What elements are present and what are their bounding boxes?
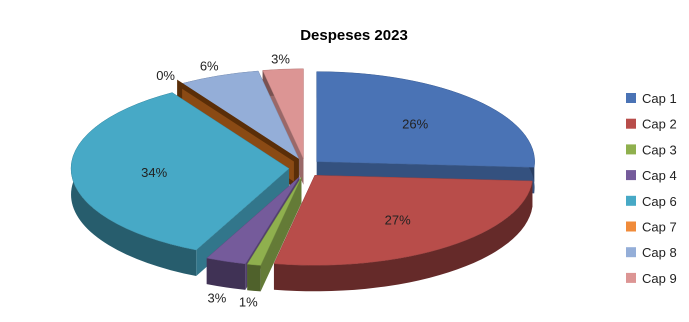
legend-label: Cap 2 — [642, 117, 677, 132]
pie-slice-cap-1 — [316, 71, 535, 194]
legend-label: Cap 8 — [642, 245, 677, 260]
pie-slice-top — [273, 175, 533, 266]
legend-swatch — [626, 93, 636, 103]
data-label-cap-6: 34% — [141, 165, 167, 180]
pie-slice-top — [70, 92, 290, 251]
pie-slice-edge — [206, 258, 246, 290]
pie-slice-top — [262, 68, 304, 159]
data-label-cap-2: 27% — [385, 212, 411, 227]
legend-swatch — [626, 247, 636, 258]
data-label-cap-1: 26% — [402, 116, 428, 131]
legend-label: Cap 7 — [642, 220, 677, 235]
legend-item: Cap 6 — [626, 194, 677, 209]
legend-label: Cap 3 — [642, 142, 677, 157]
pie-slice-top — [316, 71, 535, 168]
legend-label: Cap 4 — [642, 168, 677, 183]
legend: Cap 1 Cap 2 Cap 3 Cap 4 Cap 6 Cap 7 Cap 8 Cap 9 — [626, 91, 677, 286]
legend-item: Cap 4 — [626, 168, 677, 183]
legend-item: Cap 9 — [626, 271, 677, 286]
legend-item: Cap 8 — [626, 245, 677, 260]
pie-layer: 26% 27% 1% 3% 34% 0% 6% 3% — [70, 51, 535, 309]
legend-swatch — [626, 144, 636, 155]
legend-item: Cap 1 — [626, 91, 677, 106]
pie-slice-cap-3 — [246, 176, 302, 292]
data-label-cap-3: 1% — [239, 294, 258, 309]
legend-swatch — [626, 221, 636, 232]
chart-title: Despeses 2023 — [300, 27, 408, 44]
pie-slice-cap-2 — [273, 175, 533, 292]
legend-swatch — [626, 195, 636, 206]
data-label-cap-9: 3% — [271, 51, 290, 66]
legend-label: Cap 6 — [642, 194, 677, 209]
legend-item: Cap 3 — [626, 142, 677, 157]
pie-slice-top — [246, 176, 302, 266]
legend-item: Cap 2 — [626, 117, 677, 132]
pie-slice-edge — [273, 180, 533, 292]
pie-slice-edge — [247, 264, 261, 292]
legend-label: Cap 1 — [642, 91, 677, 106]
pie-slice-top — [206, 176, 300, 265]
legend-label: Cap 9 — [642, 271, 677, 286]
data-label-cap-7: 0% — [156, 68, 175, 83]
data-label-cap-8: 6% — [200, 59, 219, 74]
data-label-cap-4: 3% — [207, 291, 226, 306]
legend-swatch — [626, 170, 636, 181]
legend-swatch — [626, 118, 636, 129]
legend-swatch — [626, 272, 636, 283]
legend-item: Cap 7 — [626, 220, 677, 235]
